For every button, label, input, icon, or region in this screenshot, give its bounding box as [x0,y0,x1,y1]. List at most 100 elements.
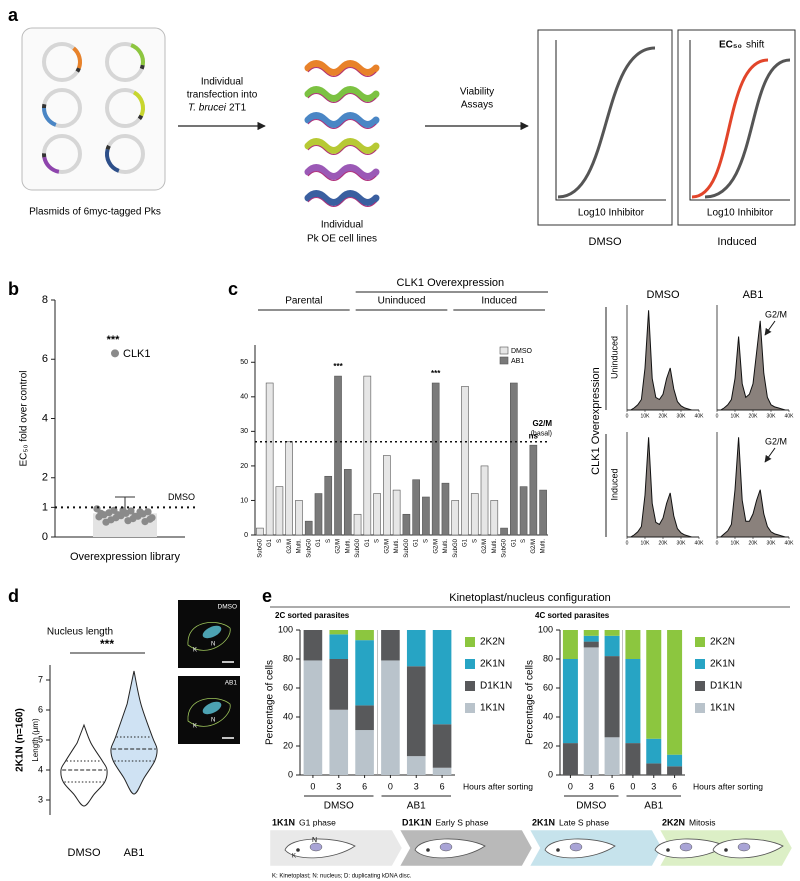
legend-swatch [695,703,705,713]
x-tick-label: S [326,539,332,543]
legend-swatch [465,681,475,691]
organism: T. brucei [188,103,227,114]
y-tick-label: 6 [38,704,43,714]
plasmid-insert [42,156,60,174]
x-tick-label: G1 [463,538,469,547]
x-tick-label: 10K [731,413,741,419]
legend-swatch [499,356,509,365]
kinetoplast-sketch [556,848,560,852]
annotation-arrow [764,320,776,336]
annotation: shift [746,40,765,51]
cell-label: K [292,854,296,860]
caption: Plasmids of 6myc-tagged Pks [29,207,161,218]
bar [314,493,323,536]
phase-code: 2K1N [532,817,555,827]
legend-swatch [465,659,475,669]
flagellum [307,145,377,155]
kinetoplast-sketch [296,848,300,852]
assay-box [677,29,796,226]
chart-title: Nucleus length [47,627,113,638]
x-tick-label: 20K [749,413,759,419]
group-label: DMSO [324,801,354,812]
y-tick-label: 30 [240,428,248,435]
caption: Individual [321,220,363,231]
y-axis-title: Length (μm) [31,718,40,762]
highlight-point [111,349,119,358]
bar-segment [604,635,620,657]
axis-label: Log10 Inhibitor [578,208,645,219]
nucleus-sketch [569,842,583,852]
step-label: transfection into [187,90,258,101]
bar [470,493,479,536]
x-tick-label: G2/M [433,539,439,554]
histogram-area [717,320,789,411]
y-tick-label: 6 [42,353,48,365]
phase-name: Early S phase [436,817,489,827]
y-tick-label: 4 [42,412,48,424]
column-title: AB1 [743,289,764,301]
bar-segment [667,630,683,755]
axis-label: Log10 Inhibitor [707,208,774,219]
caption: Pk OE cell lines [307,234,377,245]
x-tick-label: 6 [362,781,367,791]
plasmid-tag [75,67,81,73]
highlight-label: CLK1 [123,348,151,360]
nucleus-sketch [439,842,453,852]
x-tick-label: 0 [626,413,629,419]
x-tick-label: Multi. [443,539,449,554]
bar [334,375,342,536]
y-tick-label: 0 [244,532,248,539]
plasmid-tray [21,27,166,191]
bar [265,382,274,536]
bar-segment [329,709,349,775]
point [131,512,139,520]
x-tick-label: G2/M [384,539,390,554]
x-tick-label: AB1 [124,847,145,859]
x-tick-label: Multi. [541,539,547,554]
legend-label: D1K1N [710,681,742,692]
bar-segment [667,766,683,775]
plasmid-insert [105,148,120,173]
bar [402,513,411,536]
bar [383,455,391,536]
plasmid-tag [137,114,144,121]
x-tick-label: 3 [336,781,341,791]
bar-segment [562,630,578,659]
chart-title: CLK1 Overexpression [590,367,602,475]
x-tick-label: 30K [677,540,687,546]
bar-segment [329,659,349,710]
nucleus [202,625,222,639]
x-tick-label: 0 [568,781,573,791]
y-axis-title: EC₅₀ fold over control [19,371,30,467]
x-tick-label: S [277,539,283,543]
bar [295,500,303,536]
flagellum [307,119,377,129]
bar-segment [625,630,641,659]
x-tick-label: SubG0 [404,538,410,557]
point [97,509,105,517]
panel-label: d [8,586,19,606]
x-tick-label: 6 [440,781,445,791]
step-label: Individual [201,77,243,88]
bar [539,489,547,536]
strain: 2T1 [229,103,247,114]
bar-segment [604,737,620,775]
legend-label: 1K1N [480,703,505,714]
bar-segment [355,705,374,731]
legend-label: 2K1N [710,659,735,670]
point [148,514,156,522]
x-tick-label: 40K [785,413,795,419]
bar-segment [406,666,426,757]
nucleus-sketch [679,842,693,852]
column-title: DMSO [647,289,680,301]
bar [422,496,430,536]
image-mark: K [193,724,197,730]
bar [529,444,538,536]
x-tick-label: 10K [641,540,651,546]
bar-segment [329,630,349,635]
x-tick-label: 3 [414,781,419,791]
chart-title: 4C sorted parasites [535,611,610,620]
x-tick-label: 0 [716,540,719,546]
